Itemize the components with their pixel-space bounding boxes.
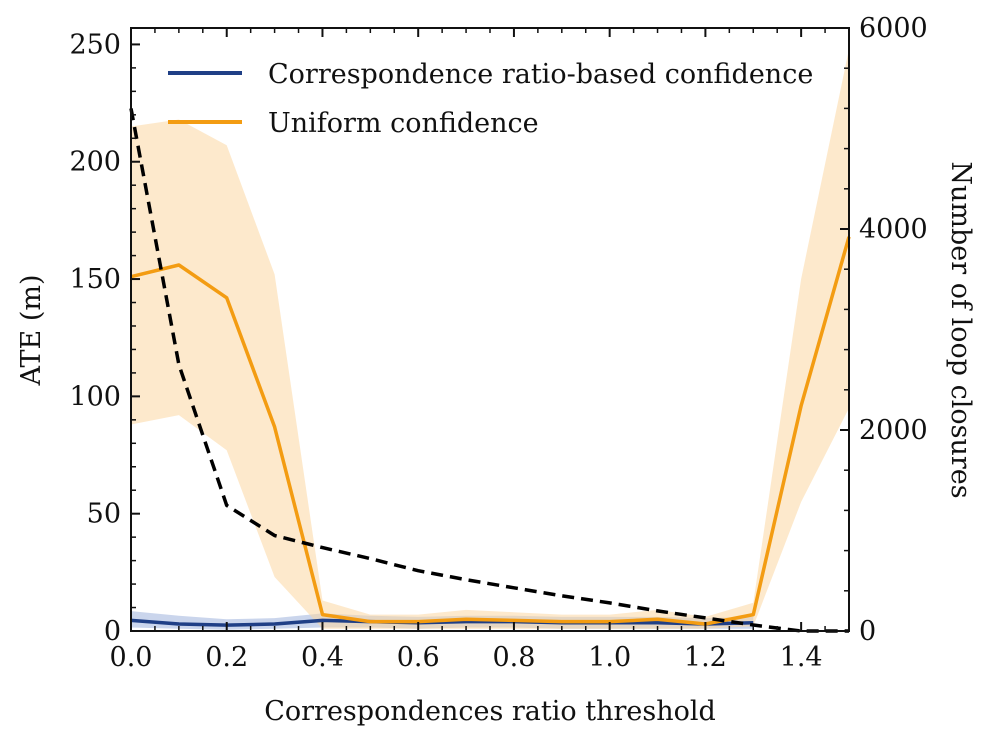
axis-tick-labels: 0.0 0.2 0.4 0.6 0.8 1.0 1.2 1.4 0 50 100 150 200 250 0… <box>69 13 927 673</box>
x-tick-label: 1.4 <box>780 642 823 673</box>
x-tick-label: 0.2 <box>205 642 248 673</box>
y-tick-label: 200 <box>69 147 121 178</box>
y-tick-label: 50 <box>87 499 121 530</box>
axis-ticks <box>130 27 849 632</box>
y-right-tick-label: 2000 <box>859 415 928 446</box>
y-right-tick-label: 0 <box>859 616 876 647</box>
x-tick-label: 0.4 <box>301 642 344 673</box>
y-tick-label: 250 <box>69 29 121 60</box>
y-right-tick-label: 4000 <box>859 214 928 245</box>
legend-label-ratio: Correspondence ratio-based confidence <box>268 59 813 90</box>
y-tick-label: 100 <box>69 381 121 412</box>
series-lines <box>129 108 851 633</box>
series-line-1 <box>130 236 851 626</box>
y-tick-label: 0 <box>104 616 121 647</box>
x-tick-label: 1.0 <box>588 642 631 673</box>
x-tick-label: 0.6 <box>397 642 440 673</box>
band-1 <box>131 49 849 629</box>
y-axis-label: ATE (m) <box>16 275 47 387</box>
x-tick-label: 1.2 <box>684 642 727 673</box>
series-line-2 <box>129 108 849 633</box>
x-axis-label: Correspondences ratio threshold <box>264 696 716 727</box>
y-tick-label: 150 <box>69 264 121 295</box>
legend-label-uniform: Uniform confidence <box>268 108 539 139</box>
x-tick-label: 0.8 <box>492 642 535 673</box>
legend: Correspondence ratio-based confidence Un… <box>168 59 813 139</box>
x-tick-label: 0.0 <box>110 642 153 673</box>
y-right-tick-label: 6000 <box>859 13 928 44</box>
y-right-axis-label: Number of loop closures <box>945 161 976 498</box>
